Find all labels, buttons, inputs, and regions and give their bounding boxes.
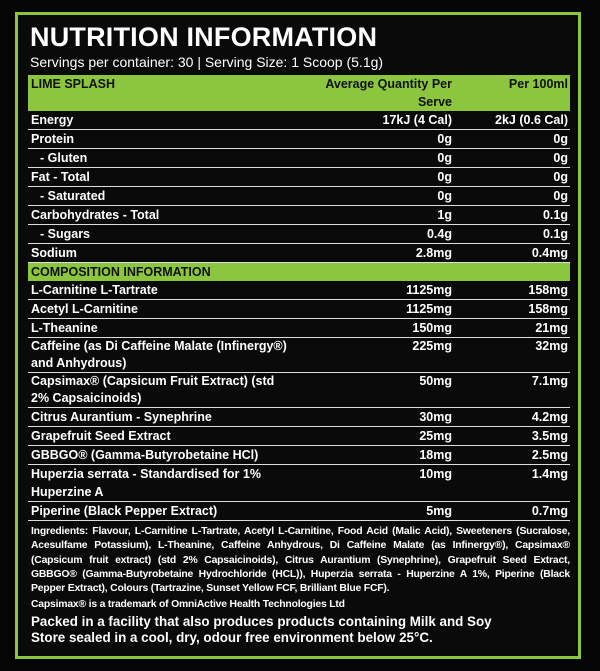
table-row: L-Carnitine L-Tartrate 1125mg 158mg	[28, 281, 570, 300]
per-100-value: 0.7mg	[531, 504, 568, 518]
per-serve-value: 150mg	[412, 321, 452, 335]
per-serve-value: 0g	[437, 189, 452, 203]
per-serve-value: 1125mg	[406, 283, 452, 297]
per-serve-value: 0g	[437, 151, 452, 165]
nutrient-name: Huperzia serrata - Standardised for 1% H…	[31, 467, 261, 499]
table-row: Carbohydrates - Total 1g 0.1g	[28, 206, 570, 225]
table-row: - Saturated 0g 0g	[28, 187, 570, 206]
per-100-value: 7.1mg	[531, 374, 568, 388]
table-row: Citrus Aurantium - Synephrine 30mg 4.2mg	[28, 408, 570, 427]
per-100-value: 158mg	[528, 283, 568, 297]
table-row: Capsimax® (Capsicum Fruit Extract) (std …	[28, 373, 570, 408]
nutrient-name: Capsimax® (Capsicum Fruit Extract) (std …	[31, 374, 275, 405]
per-100-value: 0.1g	[542, 227, 568, 241]
per-serve-value: 0g	[437, 132, 452, 146]
per-serve-value: 0g	[437, 170, 452, 184]
table-row: Grapefruit Seed Extract 25mg 3.5mg	[28, 427, 570, 446]
per-serve-value: 5mg	[426, 504, 452, 518]
per-100-value: 158mg	[528, 302, 568, 316]
per-serve-value: 25mg	[419, 429, 452, 443]
nutrient-name: Energy	[31, 113, 74, 127]
table-row: Huperzia serrata - Standardised for 1% H…	[28, 465, 570, 502]
per-serve-value: 17kJ (4 Cal)	[382, 113, 452, 127]
table-row: - Gluten 0g 0g	[28, 149, 570, 168]
per-100-value: 0g	[553, 189, 568, 203]
table-row: Sodium 2.8mg 0.4mg	[28, 244, 570, 263]
nutrient-name: Piperine (Black Pepper Extract)	[31, 504, 218, 518]
serving-info: Servings per container: 30 | Serving Siz…	[30, 54, 384, 70]
table-row: Energy 17kJ (4 Cal) 2kJ (0.6 Cal)	[28, 111, 570, 130]
per-serve-value: 18mg	[419, 448, 452, 462]
nutrient-name: - Sugars	[40, 227, 91, 241]
table-row: GBBGO® (Gamma-Butyrobetaine HCl) 18mg 2.5m…	[28, 446, 570, 465]
per-100-value: 21mg	[535, 321, 568, 335]
per-serve-value: 1125mg	[406, 302, 452, 316]
nutrient-name: Sodium	[31, 246, 77, 260]
allergen-warning: Packed in a facility that also produces …	[31, 614, 492, 630]
per-serve-header: Average Quantity Per Serve	[325, 77, 452, 109]
nutrient-name: - Gluten	[40, 151, 88, 165]
per-serve-value: 225mg	[412, 339, 452, 353]
nutrient-name: Grapefruit Seed Extract	[31, 429, 171, 443]
per-100-value: 2kJ (0.6 Cal)	[495, 113, 568, 127]
per-100-value: 32mg	[535, 339, 568, 353]
table-row: Acetyl L-Carnitine 1125mg 158mg	[28, 300, 570, 319]
nutrition-panel: NUTRITION INFORMATION Servings per conta…	[15, 12, 581, 660]
per-serve-value: 0.4g	[426, 227, 452, 241]
nutrient-name: GBBGO® (Gamma-Butyrobetaine HCl)	[31, 448, 259, 462]
per-serve-value: 1g	[437, 208, 452, 222]
per-100-value: 0.4mg	[531, 246, 568, 260]
table-row: Protein 0g 0g	[28, 130, 570, 149]
composition-header: COMPOSITION INFORMATION	[28, 263, 570, 281]
per-serve-value: 2.8mg	[415, 246, 452, 260]
flavour-label: LIME SPLASH	[31, 77, 116, 91]
nutrient-name: L-Carnitine L-Tartrate	[31, 283, 158, 297]
warnings: Packed in a facility that also produces …	[28, 614, 568, 646]
page-title: NUTRITION INFORMATION	[30, 22, 378, 52]
per-100-value: 0g	[553, 170, 568, 184]
table-row: L-Theanine 150mg 21mg	[28, 319, 570, 338]
nutrient-name: L-Theanine	[31, 321, 98, 335]
table-row: Piperine (Black Pepper Extract) 5mg 0.7mg	[28, 502, 570, 521]
nutrient-name: Protein	[31, 132, 75, 146]
table-header: LIME SPLASH Average Quantity Per Serve P…	[28, 75, 570, 111]
table-row: Fat - Total 0g 0g	[28, 168, 570, 187]
composition-header-label: COMPOSITION INFORMATION	[31, 265, 211, 279]
table-row: Caffeine (as Di Caffeine Malate (Infiner…	[28, 338, 570, 373]
ingredients-text: Ingredients: Flavour, L-Carnitine L-Tart…	[31, 526, 570, 595]
nutrient-name: Carbohydrates - Total	[31, 208, 160, 222]
per-100-value: 3.5mg	[531, 429, 568, 443]
per-100-value: 4.2mg	[531, 410, 568, 424]
per-serve-value: 30mg	[419, 410, 452, 424]
table-row: - Sugars 0.4g 0.1g	[28, 225, 570, 244]
per-100-value: 0.1g	[542, 208, 568, 222]
storage-instruction: Store sealed in a cool, dry, odour free …	[31, 630, 433, 646]
per-100-value: 2.5mg	[531, 448, 568, 462]
trademark-note: Capsimax® is a trademark of OmniActive H…	[31, 599, 345, 611]
nutrient-name: Fat - Total	[31, 170, 90, 184]
per-serve-value: 50mg	[419, 374, 452, 388]
per-100-value: 0g	[553, 151, 568, 165]
nutrient-name: Acetyl L-Carnitine	[31, 302, 138, 316]
nutrient-name: Caffeine (as Di Caffeine Malate (Infiner…	[31, 339, 287, 370]
nutrient-name: - Saturated	[40, 189, 106, 203]
per-100-value: 1.4mg	[531, 467, 568, 481]
per-100-header: Per 100ml	[508, 77, 568, 91]
per-100-value: 0g	[553, 132, 568, 146]
nutrient-name: Citrus Aurantium - Synephrine	[31, 410, 212, 424]
per-serve-value: 10mg	[419, 467, 452, 481]
nutrition-table: LIME SPLASH Average Quantity Per Serve P…	[28, 75, 570, 521]
